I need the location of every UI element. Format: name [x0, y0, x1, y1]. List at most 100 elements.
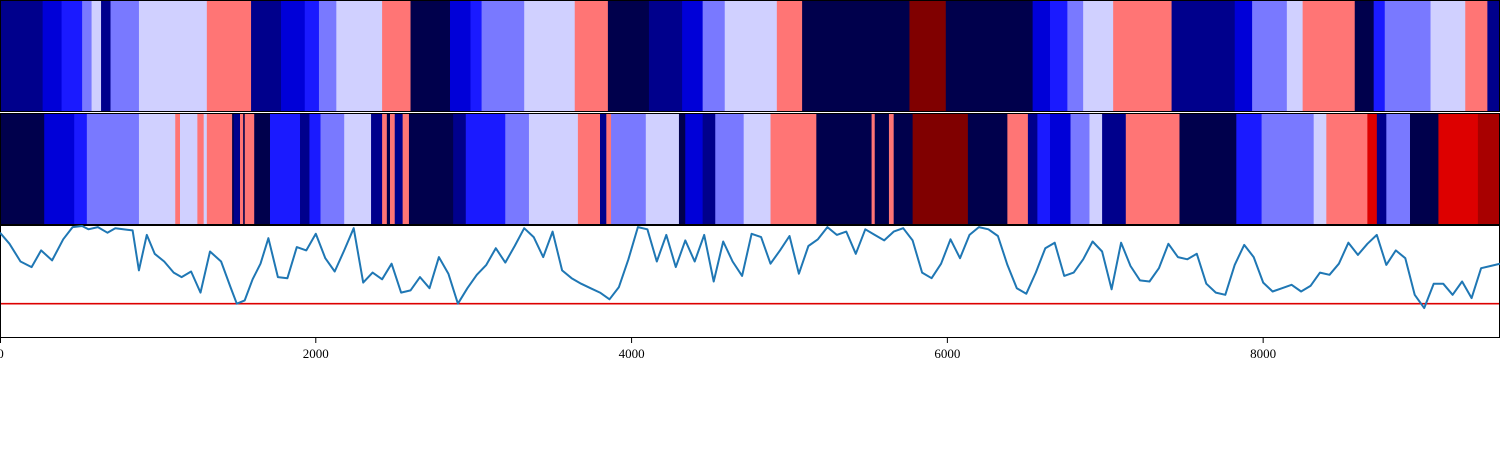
bottom-strip-segment-55: [1070, 114, 1090, 224]
top-strip-segment-13: [318, 1, 337, 111]
top-strip-segment-12: [304, 1, 320, 111]
top-strip-segment-45: [1465, 1, 1488, 111]
bottom-strip-segment-41: [715, 114, 745, 224]
bottom-strip-segment-15: [254, 114, 271, 224]
bottom-strip-segment-2: [74, 114, 88, 224]
top-strip-segment-24: [682, 1, 704, 111]
top-strip-segment-23: [648, 1, 683, 111]
top-strip-segment-16: [410, 1, 451, 111]
bottom-strip-segment-65: [1376, 114, 1387, 224]
top-strip-segment-17: [450, 1, 471, 111]
x-axis: 0 2000 4000 6000 8000: [0, 338, 1276, 361]
top-strip-segment-11: [281, 1, 306, 111]
bottom-strip-segment-62: [1313, 114, 1327, 224]
top-strip-segment-40: [1302, 1, 1356, 111]
bottom-strip-segment-18: [309, 114, 321, 224]
top-strip-segment-26: [724, 1, 778, 111]
bottom-strip-segment-34: [600, 114, 607, 224]
bottom-strip-segment-67: [1410, 114, 1439, 224]
bottom-strip-segment-68: [1438, 114, 1479, 224]
top-strip-segment-22: [607, 1, 650, 111]
top-strip-segment-36: [1171, 1, 1236, 111]
top-strip-segment-46: [1487, 1, 1500, 111]
top-strip-segment-18: [470, 1, 482, 111]
top-strip-segment-15: [382, 1, 411, 111]
bottom-strip-segment-36: [611, 114, 647, 224]
top-strip-segment-39: [1286, 1, 1304, 111]
bottom-strip-segment-4: [138, 114, 176, 224]
bottom-strip-segment-23: [382, 114, 388, 224]
line-plot-area: [0, 225, 1500, 338]
top-strip-segment-42: [1373, 1, 1386, 111]
bottom-strip-segment-12: [240, 114, 244, 224]
bottom-strip-segment-39: [685, 114, 704, 224]
bottom-strip-segment-20: [344, 114, 351, 224]
top-strip-segment-38: [1252, 1, 1288, 111]
bottom-strip-segment-3: [86, 114, 140, 224]
x-tick-label-0: 0: [0, 346, 4, 361]
top-strip-segment-3: [61, 1, 83, 111]
bottom-strip-segment-69: [1477, 114, 1500, 224]
bottom-strip-segment-27: [402, 114, 410, 224]
bottom-strip-segment-63: [1326, 114, 1368, 224]
bottom-strip-segment-58: [1125, 114, 1180, 224]
top-strip-segment-25: [702, 1, 726, 111]
top-strip-segment-44: [1430, 1, 1466, 111]
top-strip-segment-31: [1032, 1, 1051, 111]
bottom-strip-segment-11: [233, 114, 241, 224]
top-strip-segment-5: [91, 1, 102, 111]
top-strip-segment-32: [1050, 1, 1068, 111]
top-strip-segment-27: [776, 1, 803, 111]
bottom-strip-segment-33: [577, 114, 601, 224]
bottom-strip-segment-19: [320, 114, 345, 224]
bottom-strip-segment-42: [743, 114, 771, 224]
bottom-strip-segment-35: [606, 114, 612, 224]
bottom-strip-segment-53: [1037, 114, 1051, 224]
bottom-strip-segment-50: [967, 114, 1008, 224]
bottom-strip-segment-28: [408, 114, 454, 224]
top-strip-segment-43: [1384, 1, 1431, 111]
bottom-strip-segment-8: [203, 114, 208, 224]
bottom-strip-segment-60: [1236, 114, 1262, 224]
bottom-strip-segment-49: [912, 114, 969, 224]
bottom-strip-segment-25: [390, 114, 396, 224]
top-strip-segment-1: [17, 1, 44, 111]
bottom-strip-segment-13: [243, 114, 246, 224]
bottom-strip-segment-48: [893, 114, 914, 224]
bottom-strip-segment-14: [244, 114, 255, 224]
top-strip-segment-29: [909, 1, 947, 111]
bottom-strip-segment-64: [1367, 114, 1378, 224]
top-strip-segment-6: [101, 1, 111, 111]
bottom-strip-segment-5: [175, 114, 181, 224]
top-strip-segment-7: [110, 1, 140, 111]
top-strip-segment-35: [1113, 1, 1172, 111]
top-segmentation-strip: [0, 1, 1500, 111]
bottom-strip-segment-22: [371, 114, 383, 224]
x-tick-label-3: 6000: [934, 346, 960, 361]
bottom-strip-segment-47: [888, 114, 895, 224]
bottom-strip-segment-54: [1050, 114, 1071, 224]
top-strip-segment-2: [42, 1, 62, 111]
top-strip-segment-28: [802, 1, 910, 111]
top-strip-segment-33: [1067, 1, 1084, 111]
bottom-strip-segment-26: [394, 114, 404, 224]
bottom-strip-segment-44: [816, 114, 872, 224]
bottom-strip-segment-51: [1007, 114, 1029, 224]
bottom-strip-segment-32: [528, 114, 579, 224]
top-strip-segment-20: [524, 1, 576, 111]
bottom-strip-segment-46: [874, 114, 890, 224]
bottom-strip-segment-37: [645, 114, 680, 224]
bottom-strip-segment-38: [678, 114, 686, 224]
bottom-strip-segment-30: [465, 114, 506, 224]
top-strip-segment-30: [945, 1, 1034, 111]
bottom-strip-segment-45: [871, 114, 876, 224]
bottom-strip-segment-56: [1089, 114, 1103, 224]
top-strip-segment-0: [0, 1, 18, 111]
x-tick-label-1: 2000: [303, 346, 329, 361]
x-tick-label-4: 8000: [1250, 346, 1276, 361]
bottom-strip-segment-52: [1027, 114, 1038, 224]
bottom-strip-segment-7: [197, 114, 205, 224]
top-strip-segment-19: [481, 1, 525, 111]
bottom-strip-segment-40: [702, 114, 716, 224]
bottom-strip-segment-57: [1102, 114, 1127, 224]
